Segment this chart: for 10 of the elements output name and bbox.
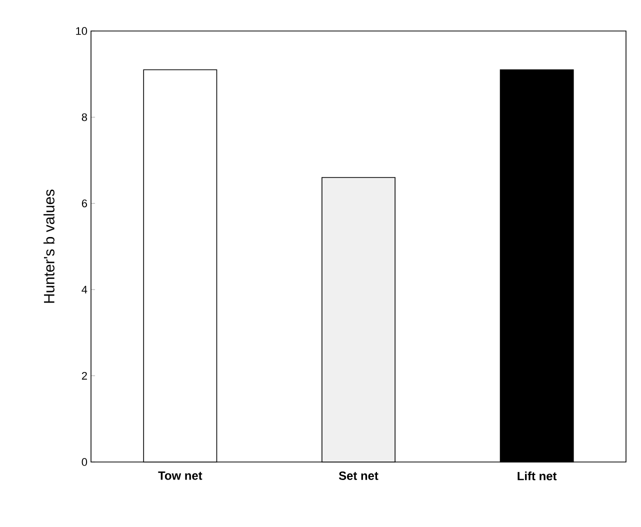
x-tick-label: Set net <box>338 472 378 480</box>
y-tick-label: 0 <box>82 458 88 466</box>
y-tick-label: 4 <box>82 286 88 294</box>
y-tick-label: 8 <box>82 113 88 122</box>
y-axis-title: Hunter's b values <box>43 190 54 303</box>
y-tick-label: 6 <box>82 200 88 208</box>
x-tick-label: Tow net <box>158 472 202 480</box>
y-tick-label: 2 <box>82 372 87 380</box>
y-tick-label: 10 <box>76 27 88 35</box>
x-tick-label: Lift net <box>518 472 557 480</box>
